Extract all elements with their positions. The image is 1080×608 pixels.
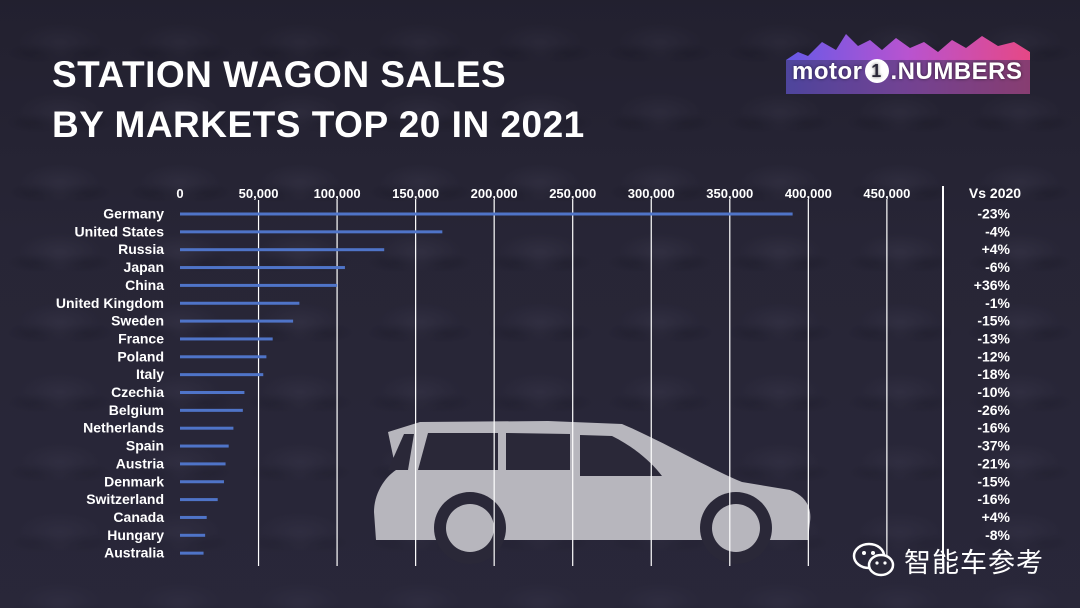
bar	[180, 248, 385, 252]
x-tick-labels: 0 50,000 100,000 150,000 200,000 250,000 300,0…	[176, 186, 910, 201]
x-tick-label: 400,000	[785, 186, 832, 201]
bar	[180, 480, 224, 484]
watermark: 智能车参考	[852, 540, 1044, 580]
car-window-3-icon	[580, 435, 662, 476]
change-value: -10%	[977, 384, 1010, 400]
category-label: China	[125, 277, 164, 293]
x-tick-label: 250,000	[549, 186, 596, 201]
change-value: +4%	[982, 241, 1011, 257]
change-value: -16%	[977, 420, 1010, 436]
mountain-logo-icon	[786, 34, 1030, 94]
change-value: -37%	[977, 438, 1010, 454]
category-label: Sweden	[111, 313, 164, 329]
category-label: Canada	[113, 509, 164, 525]
logo-text-numbers: .NUMBERS	[890, 58, 1023, 85]
wechat-icon	[852, 542, 895, 577]
category-label: Netherlands	[83, 420, 164, 436]
bar	[180, 283, 338, 287]
page-title: STATION WAGON SALES BY MARKETS TOP 20 IN…	[52, 50, 585, 150]
change-value: -8%	[985, 527, 1010, 543]
x-tick-label: 150,000	[392, 186, 439, 201]
car-window-1-icon	[418, 433, 498, 470]
category-label: Czechia	[111, 384, 164, 400]
x-tick-label: 200,000	[471, 186, 518, 201]
category-label: Belgium	[109, 402, 164, 418]
car-window-2-icon	[506, 433, 570, 470]
bar	[180, 391, 245, 394]
change-value: -12%	[977, 348, 1010, 364]
car-silhouette-layer	[374, 421, 811, 564]
change-value: -6%	[985, 259, 1010, 275]
title-line-1: STATION WAGON SALES	[52, 54, 507, 95]
bar	[180, 373, 264, 377]
change-value: -1%	[985, 295, 1010, 311]
title-line-2: BY MARKETS TOP 20 IN 2021	[52, 104, 585, 145]
car-front-hub-icon	[712, 504, 760, 552]
category-label: Russia	[118, 241, 164, 257]
bar	[180, 301, 300, 305]
bar	[180, 551, 204, 555]
category-label: Austria	[116, 455, 164, 471]
logo-text-motor: motor	[792, 58, 863, 85]
logo-text-one: 1	[864, 59, 889, 83]
car-rear-hub-icon	[446, 504, 494, 552]
change-value: -21%	[977, 455, 1010, 471]
category-label: United States	[75, 223, 165, 239]
category-label: Germany	[103, 206, 164, 222]
motor1-numbers-logo: motor 1 .NUMBERS	[786, 30, 1030, 94]
category-label: Australia	[104, 545, 164, 561]
bar	[180, 337, 273, 341]
category-label: Denmark	[104, 473, 164, 489]
x-tick-label: 100,000	[314, 186, 361, 201]
bar	[180, 533, 206, 537]
change-value: -26%	[977, 402, 1010, 418]
x-tick-label: 50,000	[239, 186, 279, 201]
bar	[180, 355, 267, 359]
x-tick-label: 350,000	[706, 186, 753, 201]
category-label: France	[118, 330, 164, 346]
category-label: Italy	[136, 366, 164, 382]
change-value: -15%	[977, 313, 1010, 329]
bar	[180, 266, 345, 270]
change-value: -16%	[977, 491, 1010, 507]
change-value: -18%	[977, 366, 1010, 382]
change-value: -15%	[977, 473, 1010, 489]
x-tick-label: 450,000	[863, 186, 910, 201]
watermark-text: 智能车参考	[904, 547, 1044, 579]
car-window-front-icon	[388, 434, 414, 470]
bar	[180, 426, 234, 430]
category-label: Switzerland	[86, 491, 164, 507]
bar	[180, 498, 218, 502]
bar	[180, 515, 207, 519]
bars	[180, 212, 793, 555]
change-value: -23%	[977, 206, 1010, 222]
change-value: -13%	[977, 330, 1010, 346]
change-value: -4%	[985, 223, 1010, 239]
change-values: -23%-4%+4%-6%+36%-1%-15%-13%-12%-18%-10%…	[974, 206, 1011, 543]
category-label: Hungary	[107, 527, 164, 543]
category-label: Spain	[126, 438, 164, 454]
category-label: United Kingdom	[56, 295, 164, 311]
change-value: +4%	[982, 509, 1011, 525]
bar	[180, 212, 793, 216]
category-label: Poland	[117, 348, 164, 364]
change-column-header: Vs 2020	[969, 185, 1021, 201]
category-label: Japan	[124, 259, 164, 275]
logo-text: motor 1 .NUMBERS	[792, 58, 1023, 86]
change-value: +36%	[974, 277, 1011, 293]
bar	[180, 462, 226, 466]
bar	[180, 444, 229, 448]
x-tick-label: 300,000	[628, 186, 675, 201]
x-tick-label: 0	[176, 186, 183, 201]
gridlines	[257, 200, 888, 566]
bar	[180, 408, 243, 412]
bar	[180, 319, 294, 323]
bar	[180, 230, 443, 234]
